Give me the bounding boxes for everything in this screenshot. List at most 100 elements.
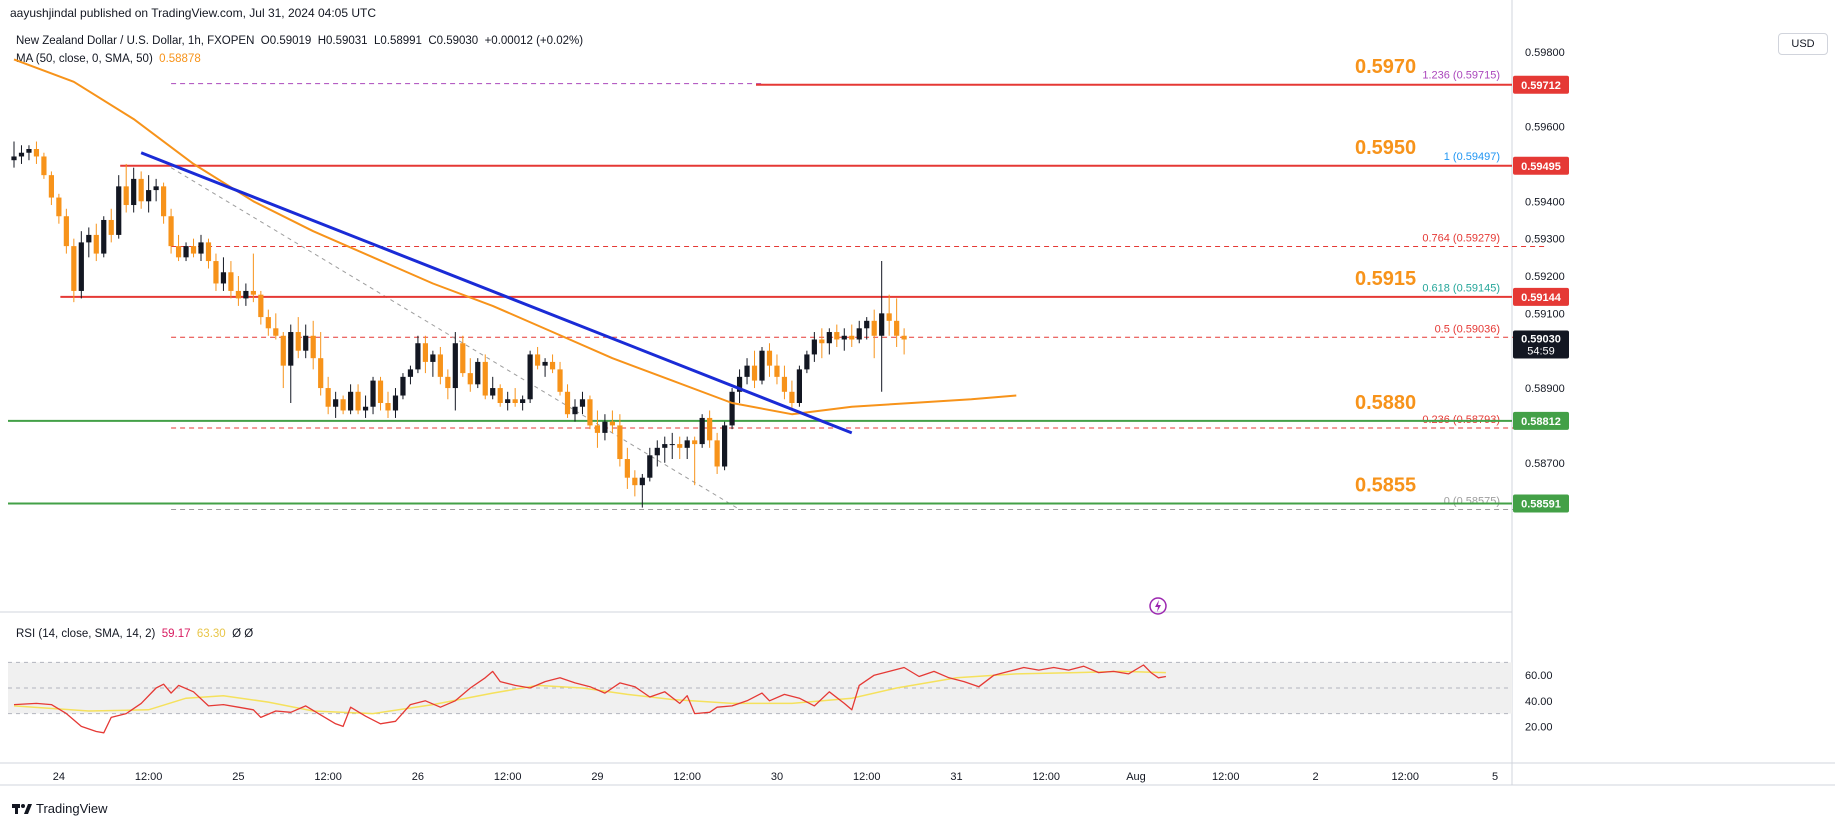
time-tick-label: 26: [412, 771, 424, 783]
candle-body: [654, 447, 660, 456]
candle: [280, 332, 286, 389]
candle: [512, 388, 518, 407]
candle-body: [497, 388, 503, 403]
countdown-label: 54:59: [1527, 346, 1555, 358]
candle: [699, 414, 705, 448]
candle-body: [759, 350, 765, 381]
ma-legend[interactable]: MA (50, close, 0, SMA, 50) 0.58878: [16, 53, 201, 65]
candle-body: [310, 335, 316, 359]
candle: [86, 227, 92, 258]
symbol-name[interactable]: New Zealand Dollar / U.S. Dollar, 1h, FX…: [16, 35, 255, 47]
candle: [400, 373, 406, 400]
candle-body: [781, 376, 788, 392]
fib-level-label: 0.5 (0.59036): [1435, 323, 1500, 335]
candle: [535, 346, 541, 370]
candle: [587, 395, 593, 430]
candle: [362, 395, 369, 418]
candle: [490, 376, 496, 400]
candle-body: [123, 186, 129, 206]
candle-body: [175, 246, 182, 258]
candle: [146, 175, 152, 213]
candle: [594, 410, 601, 448]
fib-level-label: 0.764 (0.59279): [1422, 232, 1500, 244]
candle-body: [116, 186, 122, 235]
time-tick-label: Aug: [1126, 771, 1146, 783]
candle-body: [452, 343, 458, 389]
candle-body: [33, 149, 40, 157]
candle: [26, 145, 32, 161]
price-tag: 0.58812: [1521, 416, 1561, 428]
candle: [138, 171, 144, 209]
rsi-ma-line: [13, 670, 1166, 715]
candle-body: [811, 339, 817, 355]
candle: [265, 309, 271, 336]
candle: [609, 410, 615, 433]
candle-body: [153, 186, 159, 191]
currency-button[interactable]: USD: [1778, 33, 1828, 55]
time-tick-label: 12:00: [494, 771, 522, 783]
candle: [714, 432, 720, 474]
candle-body: [856, 328, 862, 340]
candle: [505, 391, 511, 411]
time-tick-label: 5: [1492, 771, 1498, 783]
rsi-legend[interactable]: RSI (14, close, SMA, 14, 2) 59.17 63.30 …: [16, 628, 253, 640]
candle-body: [871, 320, 877, 336]
candle: [48, 171, 54, 206]
footer-label: TradingView: [36, 801, 108, 816]
candle-body: [901, 335, 907, 340]
candle: [123, 163, 129, 213]
candle-body: [385, 403, 391, 411]
time-tick-label: 12:00: [1392, 771, 1420, 783]
candle: [235, 276, 241, 306]
rsi-tick-label: 60.00: [1525, 670, 1553, 682]
candle-body: [722, 425, 728, 467]
time-tick-label: 12:00: [135, 771, 163, 783]
candle: [131, 167, 137, 213]
candle: [864, 317, 870, 340]
candle-body: [460, 343, 466, 374]
candle-body: [647, 455, 653, 478]
candle-body: [258, 294, 264, 318]
candle: [520, 395, 526, 411]
rsi-value: 59.17: [161, 628, 191, 640]
candle-body: [407, 369, 414, 377]
candle-body: [422, 343, 428, 362]
candle-body: [205, 242, 212, 262]
tradingview-footer[interactable]: TradingView: [12, 801, 108, 816]
candle-body: [505, 399, 511, 403]
candle: [467, 358, 473, 392]
price-tag-bg: [1513, 287, 1569, 306]
candle-body: [587, 399, 593, 426]
candle-body: [692, 440, 698, 445]
candle-body: [273, 328, 279, 336]
ma-label: MA (50, close, 0, SMA, 50): [16, 53, 153, 65]
candle: [243, 283, 249, 306]
price-tag-bg: [1513, 75, 1569, 94]
candle: [333, 391, 339, 418]
candle-body: [572, 406, 578, 415]
candle-body: [78, 242, 84, 291]
candle-body: [63, 216, 69, 247]
candle: [168, 208, 174, 254]
candle: [101, 216, 107, 258]
price-tag: 0.59144: [1521, 292, 1562, 304]
price-tick-label: 0.59600: [1525, 122, 1565, 134]
candle-body: [482, 361, 488, 396]
candle-body: [707, 417, 713, 441]
candle-body: [834, 332, 840, 340]
candle: [445, 369, 451, 400]
candle: [669, 432, 675, 460]
candle: [460, 335, 466, 377]
candle: [894, 298, 900, 347]
candle-body: [220, 272, 227, 284]
candle: [662, 436, 668, 463]
ma-value: 0.58878: [159, 53, 201, 65]
time-tick-label: 25: [232, 771, 244, 783]
candle: [190, 238, 197, 258]
price-tag-bg: [1513, 156, 1569, 175]
candle: [557, 361, 563, 396]
rsi-label: RSI (14, close, SMA, 14, 2): [16, 628, 156, 640]
price-tag-bg: [1513, 411, 1569, 430]
candle-body: [71, 246, 77, 291]
